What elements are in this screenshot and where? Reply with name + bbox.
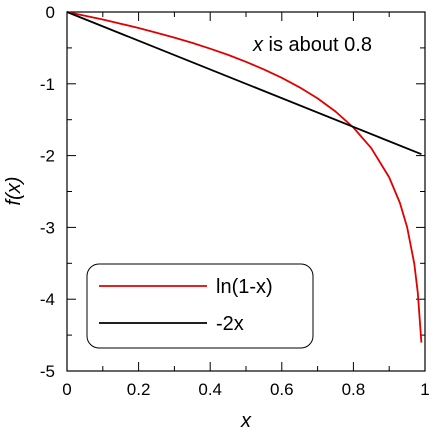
y-tick-label: -2 xyxy=(40,147,55,166)
y-tick-labels: 0 -1 -2 -3 -4 -5 xyxy=(40,3,55,381)
legend-label-neg-2x: -2x xyxy=(216,313,244,335)
x-axis-label: x xyxy=(240,410,252,432)
y-tick-label: -5 xyxy=(40,362,55,381)
series-line-ln-1-x xyxy=(66,11,423,343)
x-tick-label: 0.2 xyxy=(127,380,151,399)
x-tick-label: 0 xyxy=(62,380,71,399)
x-tick-label: 0.4 xyxy=(198,380,222,399)
y-tick-label: 0 xyxy=(46,3,55,22)
series-line-neg-2x xyxy=(66,11,422,156)
legend-label-ln-1-x: ln(1-x) xyxy=(216,276,273,298)
annotation-text: is about 0.8 xyxy=(263,34,372,56)
y-tick-label: -4 xyxy=(40,290,55,309)
legend: ln(1-x) -2x xyxy=(86,263,314,349)
x-tick-labels: 0 0.2 0.4 0.6 0.8 1 xyxy=(62,380,429,399)
axis-ticks xyxy=(66,11,426,372)
annotation-variable: x xyxy=(252,34,264,56)
legend-box xyxy=(86,263,314,349)
y-axis-label: f(x) xyxy=(3,177,25,206)
x-tick-label: 1 xyxy=(420,380,429,399)
y-tick-label: -1 xyxy=(40,75,55,94)
series-group xyxy=(66,11,423,343)
x-tick-label: 0.8 xyxy=(342,380,366,399)
y-tick-label: -3 xyxy=(40,218,55,237)
x-tick-label: 0.6 xyxy=(270,380,294,399)
annotation: x is about 0.8 xyxy=(252,34,372,56)
